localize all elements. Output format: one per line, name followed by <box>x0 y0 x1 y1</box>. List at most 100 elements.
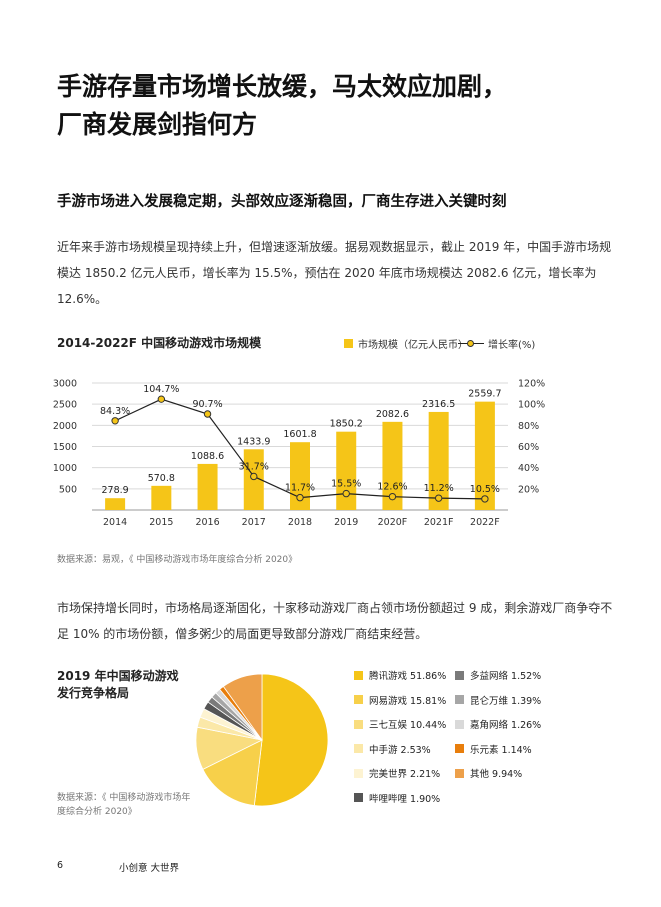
pie-legend-label: 乐元素 1.14% <box>470 744 532 756</box>
growth-value-label: 15.5% <box>331 479 361 490</box>
growth-point <box>250 472 258 481</box>
bar-value-label: 2316.5 <box>422 399 455 410</box>
bar-value-label: 2082.6 <box>376 409 409 420</box>
y-right-tick-label: 120% <box>518 379 545 390</box>
y-right-tick-label: 40% <box>518 463 539 474</box>
page-title-line-2: 厂商发展剑指何方 <box>57 110 258 139</box>
x-tick-label: 2016 <box>195 517 219 528</box>
page-title-line-1: 手游存量市场增长放缓，马太效应加剧， <box>57 72 508 101</box>
pie-legend-label: 其他 9.94% <box>470 769 523 780</box>
growth-point <box>111 417 119 425</box>
market-size-chart: 500 1000 1500 2000 2500 3000 20% 40% 60% 80% 100% 1… <box>53 379 545 529</box>
x-tick-label: 2019 <box>334 517 358 528</box>
pie-chart-title: 2019 年中国移动游戏 发行竞争格局 <box>57 668 197 702</box>
bar <box>151 485 172 510</box>
pie-title-line-1: 2019 年中国移动游戏 <box>57 669 179 683</box>
source-note-1: 数据来源：易观，《 中国移动游戏市场年度综合分析 2020》 <box>57 555 298 565</box>
growth-point <box>157 395 166 403</box>
section-subtitle: 手游市场进入发展稳定期，头部效应逐渐稳固，厂商生存进入关键时刻 <box>57 194 507 210</box>
pie-legend-swatch <box>354 744 363 753</box>
bar-chart-title: 2014-2022F 中国移动游戏市场规模 <box>57 336 262 350</box>
y-left-tick-label: 2000 <box>53 421 77 432</box>
publisher-share-pie <box>195 673 329 807</box>
bar-value-label: 278.9 <box>102 485 129 496</box>
pie-legend-swatch <box>354 768 363 778</box>
y-right-tick-label: 100% <box>518 400 545 411</box>
source-note-2: 数据来源：《 中国移动游戏市场年度综合分析 2020》 <box>57 793 191 817</box>
growth-value-label: 11.2% <box>424 483 454 494</box>
pie-slice <box>253 673 329 807</box>
bar <box>105 498 126 510</box>
y-right-tick-label: 20% <box>518 484 539 495</box>
growth-point <box>481 495 489 503</box>
growth-value-label: 84.3% <box>100 406 130 417</box>
growth-value-label: 90.7% <box>192 399 222 410</box>
page-title: 手游存量市场增长放缓，马太效应加剧， 厂商发展剑指何方 <box>57 68 617 144</box>
bar-value-label: 2559.7 <box>468 389 501 400</box>
x-tick-label: 2014 <box>103 517 127 528</box>
bar-value-label: 1601.8 <box>283 429 316 440</box>
bar <box>382 421 403 510</box>
pie-legend-label: 嘉角网络 1.26% <box>470 720 542 731</box>
pie-legend-item: 腾讯游戏 51.86% <box>354 668 446 682</box>
pie-legend-item: 哔哩哔哩 1.90% <box>354 791 440 805</box>
x-tick-label: 2020F <box>378 517 408 528</box>
pie-legend-label: 腾讯游戏 51.86% <box>369 671 447 682</box>
growth-value-label: 10.5% <box>470 484 500 495</box>
bar <box>197 463 218 510</box>
pie-legend-item: 完美世界 2.21% <box>354 766 440 780</box>
paragraph-market-structure: 市场保持增长同时，市场格局逐渐固化，十家移动游戏厂商占领市场份额超过 9 成，剩… <box>57 601 613 641</box>
x-tick-label: 2022F <box>470 517 500 528</box>
page-number: 6 <box>57 860 64 871</box>
legend-bar-series: 市场规模（亿元人民币） <box>344 336 468 351</box>
y-left-tick-label: 500 <box>59 484 77 495</box>
bar-value-label: 1088.6 <box>191 451 224 462</box>
pie-legend-swatch <box>354 695 363 704</box>
y-right-tick-label: 60% <box>518 442 539 453</box>
legend-bar-swatch <box>344 339 353 348</box>
y-left-tick-label: 1000 <box>53 463 77 474</box>
growth-value-label: 104.7% <box>143 384 179 395</box>
growth-value-label: 12.6% <box>377 482 407 493</box>
legend-bar-label: 市场规模（亿元人民币） <box>358 340 468 351</box>
paragraph-market-size: 近年来手游市场规模呈现持续上升，但增速逐渐放缓。据易观数据显示，截止 2019 … <box>57 240 612 306</box>
x-tick-label: 2021F <box>424 517 454 528</box>
y-right-tick-label: 80% <box>518 421 539 432</box>
pie-legend-swatch <box>455 768 464 778</box>
pie-slice <box>202 739 263 806</box>
bar <box>474 401 495 510</box>
bar-value-label: 570.8 <box>148 473 175 484</box>
pie-legend-item: 三七互娱 10.44% <box>354 717 446 731</box>
bar-value-label: 1433.9 <box>237 436 270 447</box>
pie-legend-item: 多益网络 1.52% <box>455 668 541 682</box>
growth-point <box>434 494 443 502</box>
growth-point <box>203 410 212 418</box>
bar <box>336 431 357 510</box>
pie-legend-label: 中手游 2.53% <box>369 744 431 756</box>
pie-legend-label: 多益网络 1.52% <box>470 671 542 682</box>
pie-slice <box>222 673 263 742</box>
growth-value-label: 11.7% <box>285 483 315 494</box>
pie-legend-label: 三七互娱 10.44% <box>369 720 447 731</box>
pie-legend-label: 哔哩哔哩 1.90% <box>369 793 441 805</box>
pie-legend-item: 中手游 2.53% <box>354 742 431 756</box>
legend-line-series: 增长率(%) <box>458 336 535 351</box>
pie-legend-label: 完美世界 2.21% <box>369 769 441 780</box>
pie-legend-swatch <box>455 719 464 729</box>
bar <box>428 411 449 510</box>
pie-legend: 腾讯游戏 51.86% 网易游戏 15.81% 三七互娱 10.44% 中手游 2.5… <box>354 668 614 808</box>
pie-legend-swatch <box>354 670 363 680</box>
pie-legend-item: 嘉角网络 1.26% <box>455 717 541 731</box>
legend-line-label: 增长率(%) <box>488 340 536 351</box>
bar-value-label: 1850.2 <box>330 419 363 430</box>
bar <box>290 442 310 510</box>
pie-legend-item: 昆仑万维 1.39% <box>455 693 541 707</box>
pie-title-line-2: 发行竞争格局 <box>57 686 130 700</box>
growth-point <box>342 489 350 498</box>
legend-line-swatch <box>458 339 484 349</box>
pie-legend-item: 乐元素 1.14% <box>455 742 532 756</box>
growth-value-label: 31.7% <box>239 461 269 472</box>
growth-point <box>388 492 397 501</box>
pie-legend-item: 其他 9.94% <box>455 766 522 780</box>
y-left-tick-label: 3000 <box>53 379 77 390</box>
